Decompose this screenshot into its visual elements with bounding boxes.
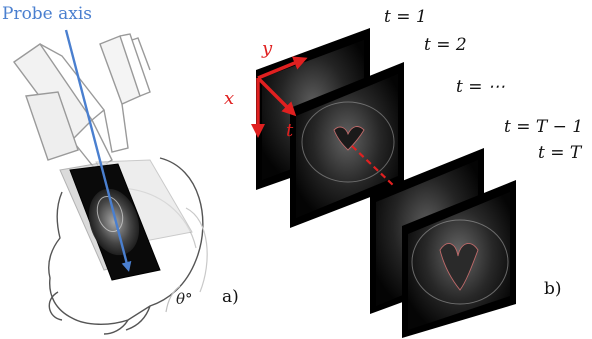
coordinate-axes <box>251 56 308 138</box>
axis-x-label: x <box>224 88 234 109</box>
frame-stack-bottom <box>370 148 516 338</box>
panel-b-label: b) <box>544 279 562 299</box>
panel-b: y x t t = 1 t = 2 t = ⋯ t = T − 1 t = T … <box>224 7 583 338</box>
panel-a: Probe axis θ° a) <box>2 4 239 335</box>
angle-label: θ° <box>176 290 193 308</box>
angle-arc <box>165 285 181 313</box>
axis-t-label: t <box>286 120 294 141</box>
ultrasound-slice-content <box>88 188 140 256</box>
time-label: t = 2 <box>424 35 467 55</box>
head-outline-illustration <box>48 157 204 335</box>
probe-axis-label: Probe axis <box>2 4 92 24</box>
time-label: t = T <box>538 143 583 163</box>
time-label: t = 1 <box>384 7 427 27</box>
t-axis-arrow <box>256 76 297 117</box>
time-label: t = T − 1 <box>504 117 583 137</box>
probe-axis-arrow <box>64 29 132 272</box>
time-label: t = ⋯ <box>456 77 505 97</box>
y-axis-arrow <box>257 56 308 80</box>
panel-a-label: a) <box>222 287 239 307</box>
ultrasound-probe-illustration <box>13 33 151 171</box>
axis-y-label: y <box>261 38 273 59</box>
